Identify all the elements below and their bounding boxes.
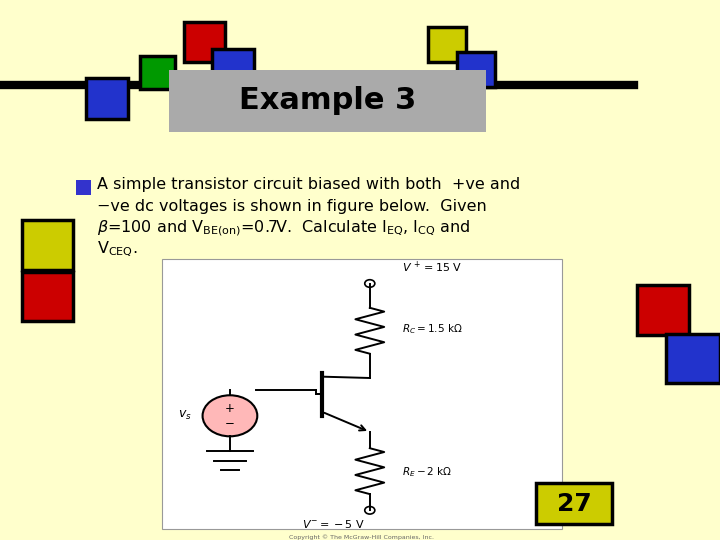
Text: $R_C = 1.5\ \mathrm{k}\Omega$: $R_C = 1.5\ \mathrm{k}\Omega$ [402, 322, 462, 336]
FancyBboxPatch shape [536, 483, 612, 524]
FancyBboxPatch shape [428, 27, 466, 62]
FancyBboxPatch shape [162, 259, 562, 529]
Text: 27: 27 [557, 491, 592, 516]
Text: $V^{\,+} = 15\ \mathrm{V}$: $V^{\,+} = 15\ \mathrm{V}$ [402, 260, 462, 275]
Text: $v_s$: $v_s$ [178, 409, 192, 422]
Bar [76, 180, 91, 195]
Text: $\beta$=100 and V$_{\mathrm{BE(on)}}$=0.7V.  Calculate I$_{\mathrm{EQ}}$, I$_{\m: $\beta$=100 and V$_{\mathrm{BE(on)}}$=0.… [97, 218, 471, 238]
Text: −ve dc voltages is shown in figure below.  Given: −ve dc voltages is shown in figure below… [97, 199, 487, 214]
Circle shape [202, 395, 257, 436]
FancyBboxPatch shape [140, 56, 175, 89]
Text: A simple transistor circuit biased with both  +ve and: A simple transistor circuit biased with … [97, 177, 521, 192]
Text: Copyright © The McGraw-Hill Companies, Inc.
Permission required for reproduction: Copyright © The McGraw-Hill Companies, I… [287, 534, 436, 540]
Text: $V^{-} = -5\ \mathrm{V}$: $V^{-} = -5\ \mathrm{V}$ [302, 518, 364, 530]
FancyBboxPatch shape [666, 334, 720, 383]
FancyBboxPatch shape [212, 49, 254, 89]
FancyBboxPatch shape [169, 70, 486, 132]
Text: +: + [225, 402, 235, 415]
FancyBboxPatch shape [184, 22, 225, 62]
FancyBboxPatch shape [22, 220, 73, 270]
Text: V$_{\mathrm{CEQ}}$.: V$_{\mathrm{CEQ}}$. [97, 240, 138, 259]
Text: $R_E - 2\ \mathrm{k}\Omega$: $R_E - 2\ \mathrm{k}\Omega$ [402, 465, 452, 480]
FancyBboxPatch shape [637, 285, 689, 335]
FancyBboxPatch shape [86, 78, 128, 119]
Text: −: − [225, 417, 235, 430]
FancyBboxPatch shape [457, 52, 495, 87]
FancyBboxPatch shape [22, 272, 73, 321]
Text: Example 3: Example 3 [239, 86, 416, 116]
